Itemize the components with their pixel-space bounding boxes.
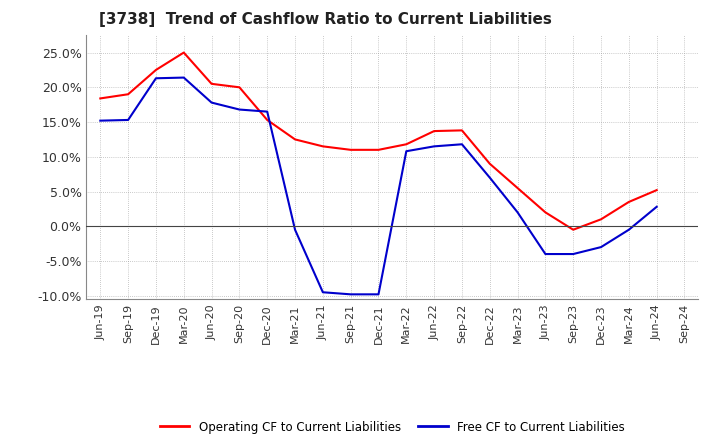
Free CF to Current Liabilities [179,75,188,80]
Free CF to Current Liabilities [569,251,577,257]
Operating CF to Current Liabilities [652,187,661,193]
Free CF to Current Liabilities [318,290,327,295]
Operating CF to Current Liabilities [96,96,104,101]
Free CF to Current Liabilities [263,109,271,114]
Operating CF to Current Liabilities [263,117,271,123]
Operating CF to Current Liabilities [513,185,522,191]
Operating CF to Current Liabilities [346,147,355,153]
Free CF to Current Liabilities [430,144,438,149]
Text: [3738]  Trend of Cashflow Ratio to Current Liabilities: [3738] Trend of Cashflow Ratio to Curren… [99,12,552,27]
Operating CF to Current Liabilities [124,92,132,97]
Operating CF to Current Liabilities [541,210,550,215]
Free CF to Current Liabilities [458,142,467,147]
Free CF to Current Liabilities [402,149,410,154]
Operating CF to Current Liabilities [458,128,467,133]
Free CF to Current Liabilities [597,245,606,250]
Free CF to Current Liabilities [541,251,550,257]
Operating CF to Current Liabilities [374,147,383,153]
Line: Operating CF to Current Liabilities: Operating CF to Current Liabilities [100,52,657,230]
Operating CF to Current Liabilities [624,199,633,205]
Operating CF to Current Liabilities [569,227,577,232]
Operating CF to Current Liabilities [318,144,327,149]
Free CF to Current Liabilities [346,292,355,297]
Free CF to Current Liabilities [152,76,161,81]
Operating CF to Current Liabilities [291,137,300,142]
Operating CF to Current Liabilities [430,128,438,134]
Free CF to Current Liabilities [207,100,216,105]
Free CF to Current Liabilities [652,204,661,209]
Free CF to Current Liabilities [124,117,132,123]
Free CF to Current Liabilities [485,175,494,180]
Free CF to Current Liabilities [374,292,383,297]
Operating CF to Current Liabilities [207,81,216,87]
Free CF to Current Liabilities [291,227,300,232]
Operating CF to Current Liabilities [402,142,410,147]
Operating CF to Current Liabilities [485,161,494,166]
Free CF to Current Liabilities [235,107,243,112]
Free CF to Current Liabilities [96,118,104,123]
Line: Free CF to Current Liabilities: Free CF to Current Liabilities [100,77,657,294]
Free CF to Current Liabilities [513,210,522,215]
Operating CF to Current Liabilities [597,216,606,222]
Free CF to Current Liabilities [624,227,633,232]
Operating CF to Current Liabilities [152,67,161,73]
Legend: Operating CF to Current Liabilities, Free CF to Current Liabilities: Operating CF to Current Liabilities, Fre… [155,416,630,438]
Operating CF to Current Liabilities [235,84,243,90]
Operating CF to Current Liabilities [179,50,188,55]
